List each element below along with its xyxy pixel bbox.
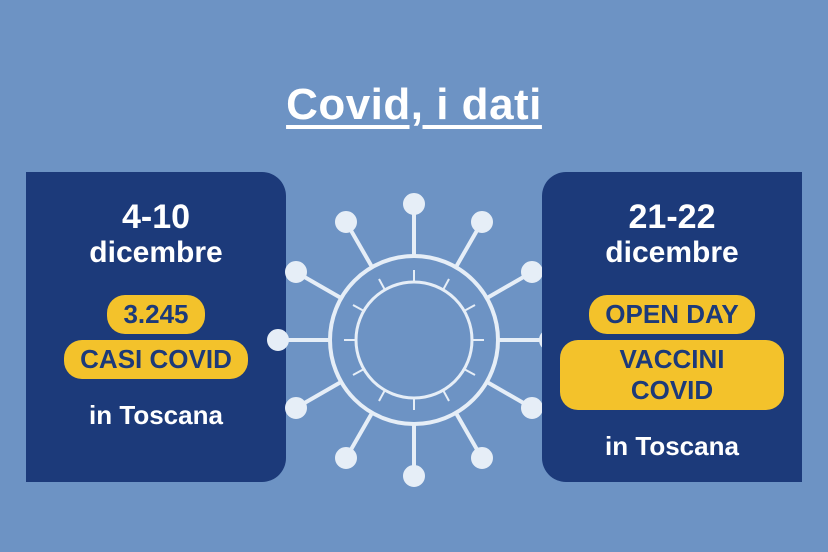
right-card-location: in Toscana	[605, 431, 739, 462]
left-card-badge-label: CASI COVID	[64, 340, 248, 379]
left-card-month: dicembre	[89, 236, 222, 270]
virus-icon	[254, 180, 574, 500]
right-card-month: dicembre	[605, 236, 738, 270]
right-card-date: 21-22	[629, 200, 716, 236]
right-card: 21-22 dicembre OPEN DAY VACCINI COVID in…	[542, 172, 802, 482]
right-card-badge-vaccini: VACCINI COVID	[560, 340, 784, 410]
left-card-date: 4-10	[122, 200, 190, 236]
page-title: Covid, i dati	[0, 80, 828, 130]
left-card-badge-count: 3.245	[107, 295, 204, 334]
left-card: 4-10 dicembre 3.245 CASI COVID in Toscan…	[26, 172, 286, 482]
right-card-badge-openday: OPEN DAY	[589, 295, 754, 334]
left-card-location: in Toscana	[89, 400, 223, 431]
